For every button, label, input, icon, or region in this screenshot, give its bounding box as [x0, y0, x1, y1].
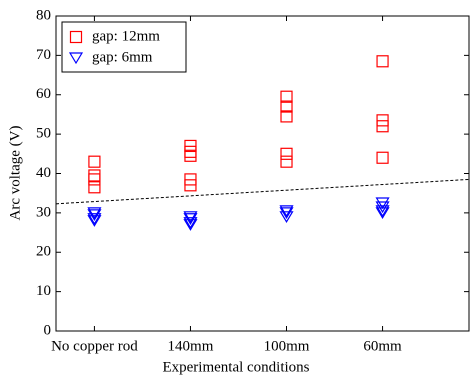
- point: [88, 173, 101, 186]
- x-tick-label: No copper rod: [51, 338, 138, 354]
- y-tick-label: 80: [36, 7, 51, 23]
- point: [279, 205, 294, 218]
- point: [183, 217, 198, 229]
- point: [183, 211, 198, 223]
- point: [279, 211, 294, 223]
- y-tick-label: 10: [36, 283, 51, 299]
- y-tick-label: 60: [36, 86, 51, 102]
- point: [375, 205, 390, 218]
- point: [375, 197, 390, 210]
- y-tick-label: 30: [36, 204, 51, 220]
- point: [87, 207, 102, 220]
- point: [280, 100, 293, 113]
- y-axis-title: Arc voltage (V): [7, 126, 23, 221]
- y-tick-label: 0: [44, 322, 52, 338]
- point: [88, 169, 101, 182]
- point: [375, 201, 390, 214]
- x-axis-title: Experimental conditions: [162, 359, 309, 375]
- y-tick-label: 20: [36, 244, 51, 260]
- point: [87, 213, 102, 225]
- legend-marker: [69, 30, 83, 44]
- point: [88, 181, 101, 194]
- point: [87, 215, 102, 227]
- point: [280, 147, 293, 160]
- point: [279, 207, 294, 220]
- point: [184, 149, 197, 162]
- point: [87, 209, 102, 222]
- x-tick-label: 100mm: [264, 338, 310, 354]
- x-tick-label: 140mm: [168, 338, 214, 354]
- point: [376, 120, 389, 133]
- point: [184, 179, 197, 192]
- legend-label: gap: 6mm: [92, 49, 153, 65]
- y-tick-label: 50: [36, 126, 51, 142]
- point: [280, 90, 293, 103]
- y-tick-label: 70: [36, 47, 51, 63]
- legend-label: gap: 12mm: [92, 28, 160, 44]
- point: [88, 155, 101, 168]
- legend-box: [61, 21, 187, 73]
- point: [183, 219, 198, 231]
- point: [376, 55, 389, 68]
- point: [183, 213, 198, 225]
- point: [280, 110, 293, 123]
- y-tick-label: 40: [36, 165, 51, 181]
- trend-line: [55, 178, 470, 205]
- legend-marker: [68, 52, 84, 65]
- x-tick-label: 60mm: [363, 338, 402, 354]
- point: [280, 155, 293, 168]
- point: [376, 151, 389, 164]
- point: [375, 207, 390, 220]
